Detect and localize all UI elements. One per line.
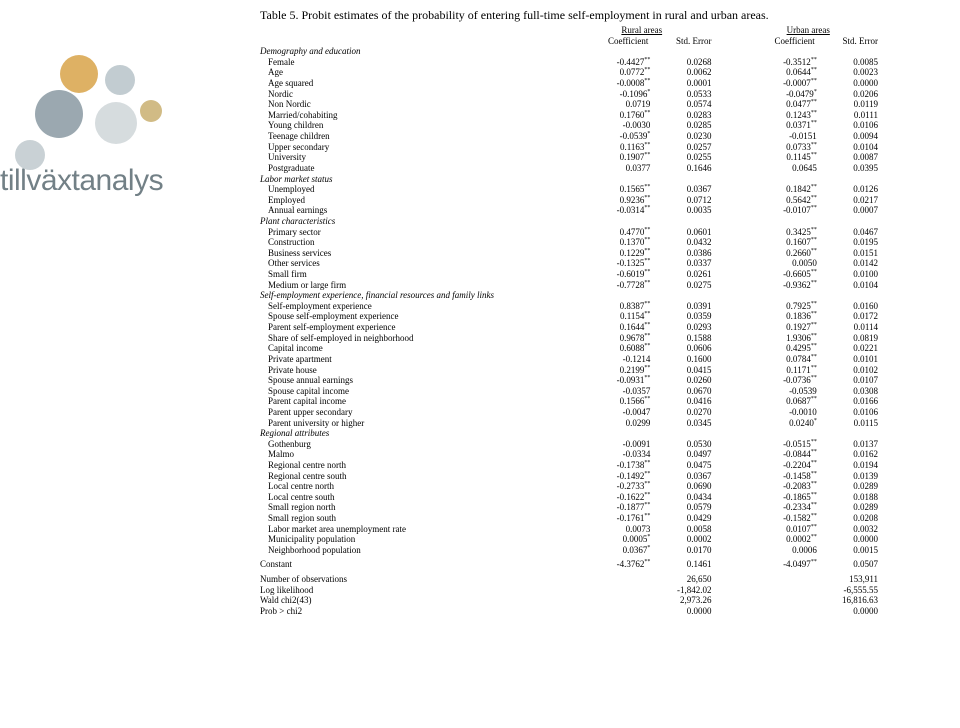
table-row: Spouse annual earnings-0.0931**0.0260-0.… [260, 375, 880, 386]
table-row: Employed0.9236**0.07120.5642**0.0217 [260, 195, 880, 206]
table-row: Young children-0.00300.02850.0371**0.010… [260, 120, 880, 131]
header-rural: Rural areas [570, 25, 714, 36]
table-row: Gothenburg-0.00910.0530-0.0515**0.0137 [260, 439, 880, 450]
table-row: Parent upper secondary-0.00470.0270-0.00… [260, 407, 880, 418]
table-row: Non Nordic0.07190.05740.0477**0.0119 [260, 99, 880, 110]
logo-circles [0, 50, 170, 170]
table-row: Married/cohabiting0.1760**0.02830.1243**… [260, 110, 880, 121]
table-row: Female-0.4427**0.0268-0.3512**0.0085 [260, 57, 880, 68]
table-row: Malmo-0.03340.0497-0.0844**0.0162 [260, 449, 880, 460]
section-labor-market-status: Labor market status [260, 174, 880, 185]
table-row: Other services-0.1325**0.03370.00500.014… [260, 258, 880, 269]
table-row: Small region south-0.1761**0.0429-0.1582… [260, 513, 880, 524]
table-row: Parent capital income0.1566**0.04160.068… [260, 396, 880, 407]
probit-table: Rural areasUrban areasCoefficientStd. Er… [260, 25, 880, 617]
table-row: Private apartment-0.12140.16000.0784**0.… [260, 354, 880, 365]
section-regional-attributes: Regional attributes [260, 428, 880, 439]
table-row: Local centre south-0.1622**0.0434-0.1865… [260, 492, 880, 503]
table-row: Small firm-0.6019**0.0261-0.6605**0.0100 [260, 269, 880, 280]
table-row: Spouse capital income-0.03570.0670-0.053… [260, 386, 880, 397]
table-row: Neighborhood population0.0367*0.01700.00… [260, 545, 880, 556]
table-row: Medium or large firm-0.7728**0.0275-0.93… [260, 280, 880, 291]
table-row: Local centre north-0.2733**0.0690-0.2083… [260, 481, 880, 492]
table-row: Age squared-0.0008**0.0001-0.0007**0.000… [260, 78, 880, 89]
table-row: Unemployed0.1565**0.03670.1842**0.0126 [260, 184, 880, 195]
table-row: Self-employment experience0.8387**0.0391… [260, 301, 880, 312]
header-urban: Urban areas [736, 25, 880, 36]
table-row: University0.1907**0.02550.1145**0.0087 [260, 152, 880, 163]
table-row: Labor market area unemployment rate0.007… [260, 524, 880, 535]
document-page: Table 5. Probit estimates of the probabi… [260, 8, 880, 617]
table-row: Parent university or higher0.02990.03450… [260, 418, 880, 429]
table-row: Private house0.2199**0.04150.1171**0.010… [260, 365, 880, 376]
watermark-logo: tillväxtanalys [0, 50, 170, 198]
stat-row: Wald chi2(43)2,973.2616,816.63 [260, 595, 880, 606]
table-row: Small region north-0.1877**0.0579-0.2334… [260, 502, 880, 513]
table-row: Parent self-employment experience0.1644*… [260, 322, 880, 333]
table-row: Regional centre north-0.1738**0.0475-0.2… [260, 460, 880, 471]
table-row: Spouse self-employment experience0.1154*… [260, 311, 880, 322]
stat-row: Prob > chi20.00000.0000 [260, 606, 880, 617]
table-row: Age0.0772**0.00620.0644**0.0023 [260, 67, 880, 78]
stat-row: Log likelihood-1,842.02-6,555.55 [260, 585, 880, 596]
table-row: Nordic-0.1096*0.0533-0.0479*0.0206 [260, 89, 880, 100]
table-row: Annual earnings-0.0314**0.0035-0.0107**0… [260, 205, 880, 216]
section-demography-and-education: Demography and education [260, 46, 880, 57]
stat-row: Number of observations26,650153,911 [260, 574, 880, 585]
section-plant-characteristics: Plant characteristics [260, 216, 880, 227]
table-row: Regional centre south-0.1492**0.0367-0.1… [260, 471, 880, 482]
table-row: Capital income0.6088**0.06060.4295**0.02… [260, 343, 880, 354]
table-title: Table 5. Probit estimates of the probabi… [260, 8, 880, 23]
table-row: Municipality population0.0005*0.00020.00… [260, 534, 880, 545]
table-row: Upper secondary0.1163**0.02570.0733**0.0… [260, 142, 880, 153]
section-self-employment-experience-financial-resources-and-family-links: Self-employment experience, financial re… [260, 290, 880, 301]
table-row: Teenage children-0.0539*0.0230-0.01510.0… [260, 131, 880, 142]
constant-row: Constant-4.3762**0.1461-4.0497**0.0507 [260, 559, 880, 570]
table-row: Postgraduate0.03770.16460.06450.0395 [260, 163, 880, 174]
table-row: Construction0.1370**0.04320.1607**0.0195 [260, 237, 880, 248]
table-row: Primary sector0.4770**0.06010.3425**0.04… [260, 227, 880, 238]
table-row: Business services0.1229**0.03860.2660**0… [260, 248, 880, 259]
table-row: Share of self-employed in neighborhood0.… [260, 333, 880, 344]
